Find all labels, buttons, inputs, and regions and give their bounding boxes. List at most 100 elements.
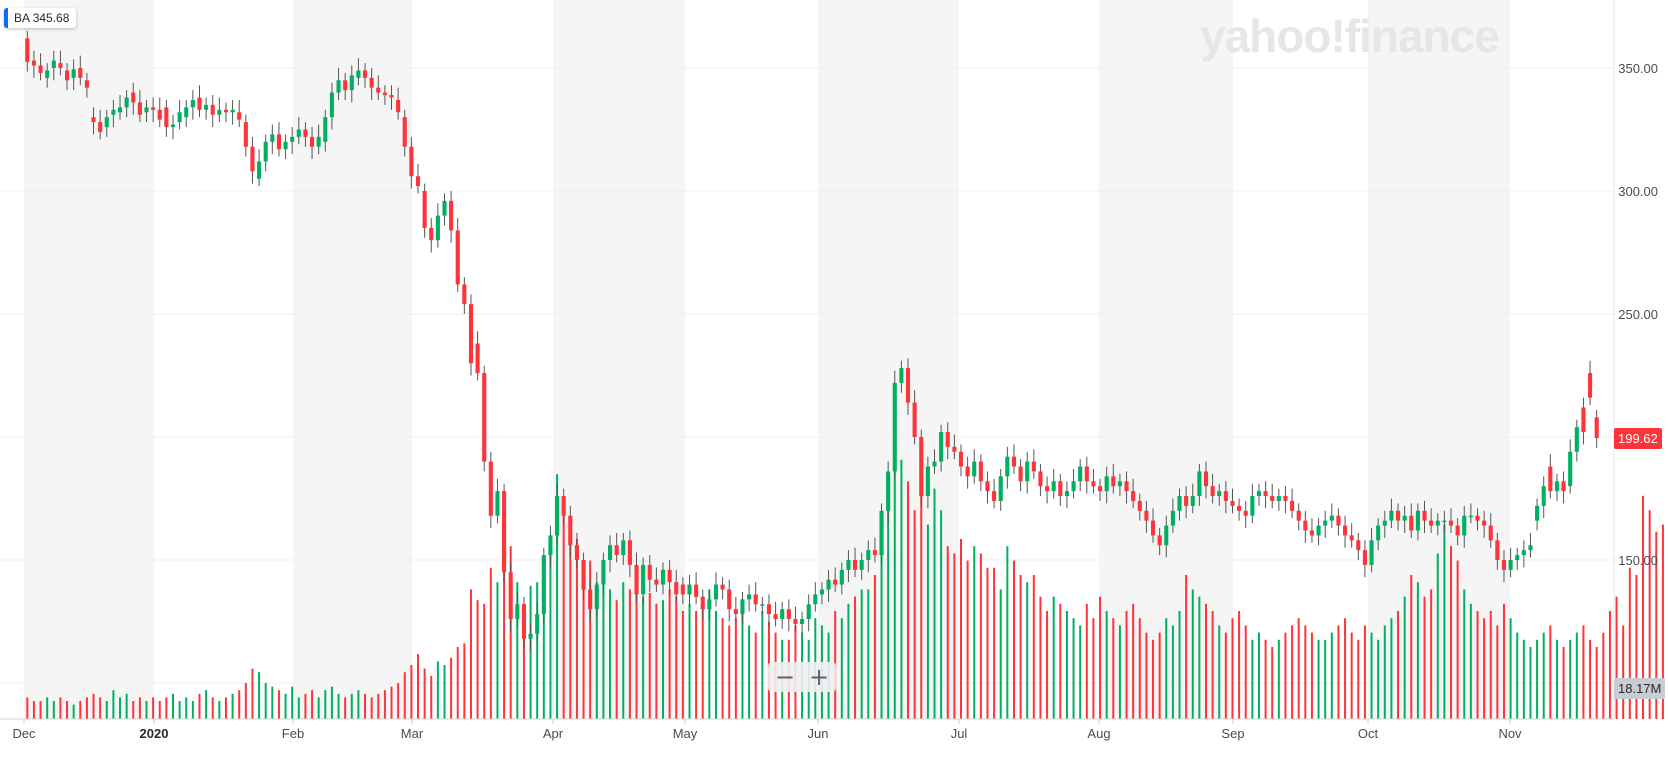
x-tick-label: Nov [1498, 726, 1522, 741]
volume-bar [350, 693, 353, 719]
volume-bar [1099, 596, 1102, 719]
candle-body [634, 564, 639, 595]
volume-bar [1370, 632, 1373, 719]
candle [144, 99, 149, 123]
volume-bar [1463, 589, 1466, 719]
volume-bar [907, 481, 910, 719]
candle [647, 555, 652, 592]
volume-bar [873, 575, 876, 719]
candle [349, 65, 354, 103]
candle [435, 203, 440, 248]
candle [25, 31, 30, 72]
candle [98, 109, 103, 140]
volume-bar [364, 693, 367, 719]
candle-body [303, 129, 308, 137]
candle [1362, 540, 1367, 578]
volume-bar [138, 697, 141, 719]
candle [197, 85, 202, 118]
ticker-value: 345.68 [32, 11, 70, 25]
candle [296, 117, 301, 145]
candle [627, 530, 632, 578]
volume-bar [999, 589, 1002, 719]
candle [495, 478, 500, 524]
volume-bar [575, 539, 578, 719]
candle [402, 109, 407, 157]
candle-body [1501, 560, 1507, 570]
candle-body [813, 594, 818, 605]
candle [1177, 488, 1182, 521]
candle [1051, 468, 1056, 499]
volume-bar [1224, 632, 1227, 719]
candle [210, 95, 215, 128]
candle [965, 456, 970, 489]
candle [813, 582, 818, 612]
zoom-in-button[interactable]: + [808, 663, 830, 691]
candle [925, 456, 930, 509]
candle [1164, 515, 1169, 558]
volume-bar [1171, 625, 1174, 719]
ticker-tag[interactable]: BA 345.68 [4, 8, 77, 28]
candle [1376, 518, 1381, 551]
candle-body [1369, 540, 1374, 565]
candle-body [1581, 407, 1586, 433]
candle-body [78, 68, 83, 78]
candle [1303, 510, 1308, 543]
zoom-controls: − + [768, 662, 836, 692]
candle [263, 134, 268, 172]
candle-body [654, 579, 659, 585]
candle-body [1422, 510, 1427, 521]
candle [660, 562, 666, 595]
candle [151, 97, 156, 123]
candle-body [819, 589, 824, 595]
volume-bar [1569, 639, 1572, 719]
candle-body [680, 584, 685, 595]
candle [204, 97, 209, 120]
candle [1223, 481, 1228, 514]
candle [528, 623, 533, 652]
candle-body [488, 461, 493, 516]
candle [270, 124, 275, 155]
zoom-out-button[interactable]: − [774, 663, 796, 691]
volume-bar [1377, 639, 1380, 719]
candle-body [1409, 515, 1414, 531]
candle [1594, 409, 1599, 448]
volume-bar [244, 683, 247, 719]
candle [336, 68, 341, 100]
volume-bar [1006, 546, 1009, 719]
candle-body [1270, 496, 1275, 501]
candle-body [674, 582, 679, 595]
candle-body [1462, 515, 1467, 536]
candle [766, 594, 772, 627]
volume-bar [357, 690, 360, 719]
candle [1528, 532, 1533, 558]
last-volume-badge: 18.17M [1614, 678, 1666, 699]
volume-bar [1661, 524, 1664, 719]
candle [727, 579, 732, 622]
candle [45, 63, 50, 88]
volume-bar [1516, 632, 1519, 719]
candle [243, 114, 248, 157]
candle-body [263, 141, 268, 162]
candle-body [1210, 486, 1215, 497]
candle [382, 85, 387, 105]
candle-body [1256, 491, 1262, 497]
volume-bar [119, 697, 122, 719]
candle-body [402, 117, 407, 147]
volume-bar [185, 697, 188, 719]
candle-body [727, 589, 732, 610]
candle [1323, 510, 1328, 538]
candle [1270, 483, 1275, 509]
candle-body [621, 540, 626, 556]
candle [747, 584, 752, 612]
candle [1475, 508, 1480, 531]
candle [1064, 481, 1069, 509]
volume-bar [450, 657, 453, 719]
volume-bar [1363, 625, 1366, 719]
candle [1137, 493, 1142, 521]
candle-body [773, 614, 778, 620]
candle [1091, 468, 1096, 494]
candle [31, 50, 36, 78]
candle [588, 579, 593, 622]
candle-body [1402, 515, 1407, 521]
